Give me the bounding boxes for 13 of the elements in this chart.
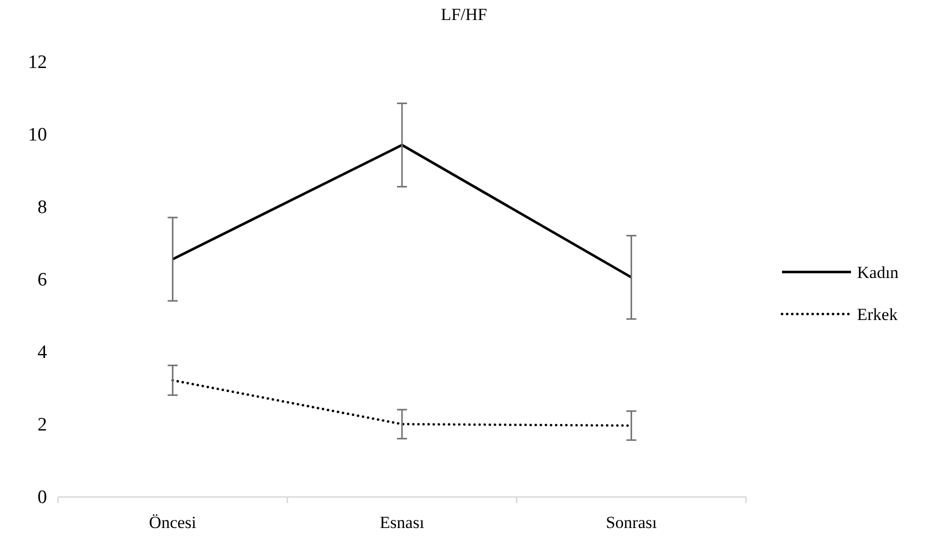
legend-label: Erkek: [857, 305, 898, 324]
y-tick-label: 8: [38, 197, 47, 218]
x-tick-label: Esnası: [380, 513, 424, 532]
x-tick-label: Sonrası: [606, 513, 658, 532]
y-tick-label: 2: [38, 414, 47, 436]
legend-label: Kadın: [857, 263, 900, 282]
y-tick-label: 10: [28, 124, 47, 146]
y-tick-label: 4: [38, 342, 48, 363]
x-tick-label: Öncesi: [149, 513, 197, 532]
y-tick-label: 6: [38, 270, 47, 290]
y-tick-label: 12: [28, 52, 47, 73]
y-tick-label: 0: [38, 487, 47, 508]
chart-title: LF/HF: [440, 5, 488, 24]
